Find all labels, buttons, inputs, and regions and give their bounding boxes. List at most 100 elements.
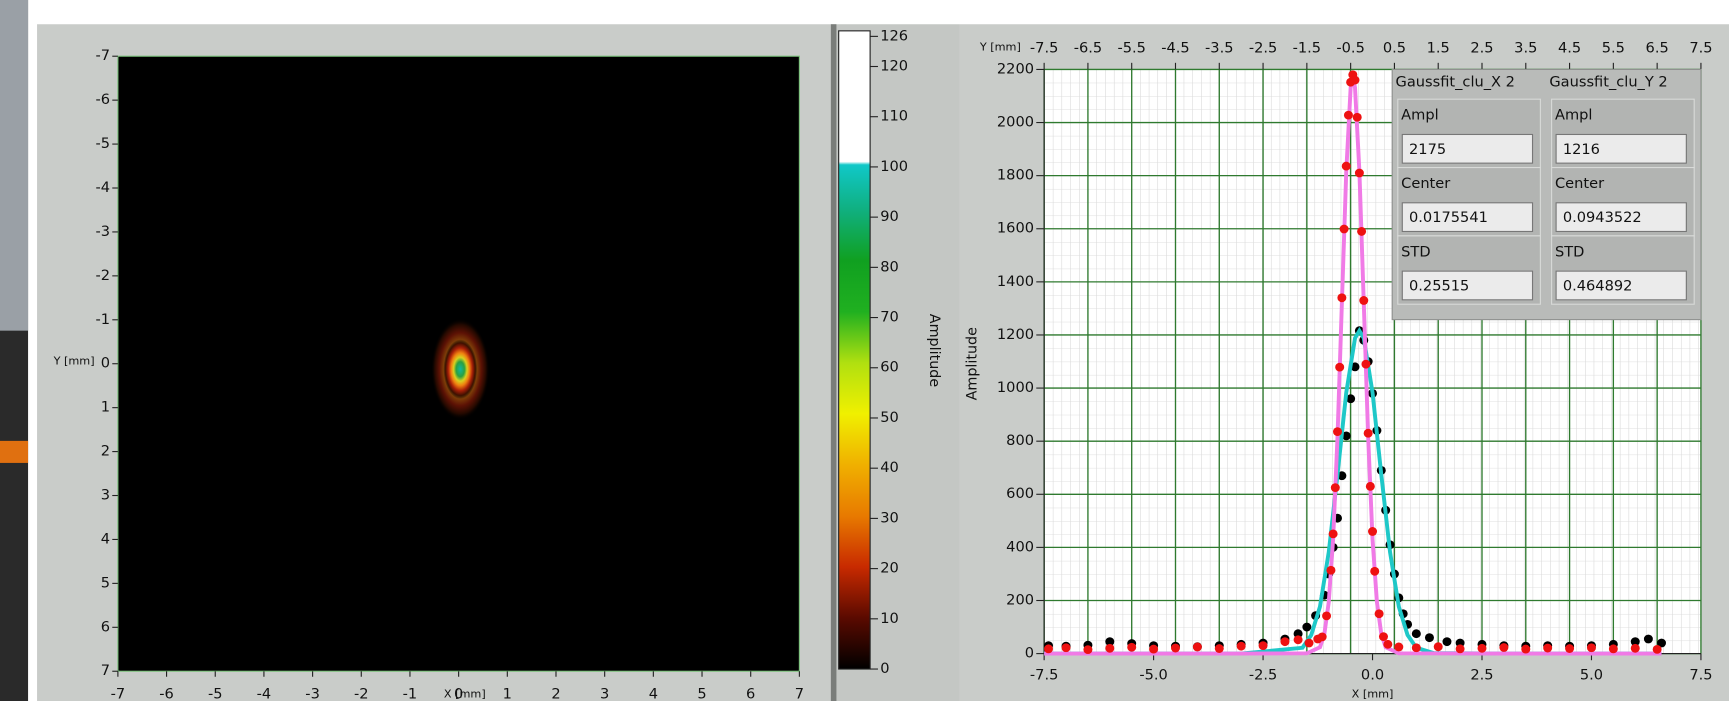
y-tick-label: 2 (101, 444, 110, 460)
colorbar-tick-label: 126 (880, 28, 908, 44)
y-axis-label: Amplitude (964, 327, 980, 400)
data-point (1353, 113, 1362, 122)
colorbar-tick-label: 60 (880, 360, 899, 376)
data-point (1412, 629, 1421, 638)
data-point (1340, 225, 1349, 234)
data-point (1521, 645, 1530, 654)
colorbar-tick-label: 70 (880, 310, 899, 326)
data-point (1331, 483, 1340, 492)
x2-tick-label: 2.5 (1470, 41, 1493, 57)
x2-tick-label: -3.5 (1205, 41, 1233, 57)
colorbar-tick-label: 30 (880, 510, 899, 526)
field-value: 0.464892 (1563, 279, 1633, 295)
data-point (1215, 644, 1224, 653)
data-point (1368, 527, 1377, 536)
x-tick-label: -2 (354, 686, 369, 701)
y-tick-label: 1 (101, 400, 110, 416)
y-tick-label: 200 (1006, 593, 1034, 609)
y-tick-label: 5 (101, 575, 110, 591)
data-point (1062, 643, 1071, 652)
data-point (1375, 609, 1384, 618)
data-point (1499, 643, 1508, 652)
y-tick-label: 0 (1025, 646, 1034, 662)
x-tick-label: 4 (649, 686, 658, 701)
data-point (1412, 643, 1421, 652)
x-tick-label: 7 (795, 686, 804, 701)
x2-tick-label: -2.5 (1249, 41, 1277, 57)
y-tick-label: -4 (95, 180, 110, 196)
x2-tick-label: -1.5 (1293, 41, 1321, 57)
data-point (1644, 635, 1653, 644)
y-tick-label: -1 (95, 312, 110, 328)
data-point (1083, 645, 1092, 654)
data-point (1237, 642, 1246, 651)
colorbar (839, 31, 870, 669)
data-point (1302, 623, 1311, 632)
y-tick-label: -2 (95, 268, 110, 284)
colorbar-tick-label: 90 (880, 209, 899, 225)
data-point (1305, 639, 1314, 648)
colorbar-tick-label: 40 (880, 460, 899, 476)
y-tick-label: 600 (1006, 486, 1034, 502)
data-point (1434, 642, 1443, 651)
data-point (1044, 644, 1053, 653)
x2-tick-label: 5.5 (1602, 41, 1625, 57)
data-point (1379, 632, 1388, 641)
data-point (1359, 296, 1368, 305)
data-point (1322, 611, 1331, 620)
x-tick-label: 5 (697, 686, 706, 701)
x2-tick-label: 6.5 (1646, 41, 1669, 57)
side-accent (0, 441, 28, 463)
colorbar-tick-label: 0 (880, 661, 889, 677)
x-tick-label: 2 (551, 686, 560, 701)
x2-tick-label: 3.5 (1514, 41, 1537, 57)
data-point (1342, 162, 1351, 171)
data-point (1294, 635, 1303, 644)
y-tick-label: 2000 (997, 115, 1034, 131)
y-tick-label: 400 (1006, 539, 1034, 555)
y-tick-label: -7 (95, 48, 110, 64)
y-tick-label: -3 (95, 224, 110, 240)
x-tick-label: -7 (111, 686, 126, 701)
data-point (1318, 632, 1327, 641)
x-tick-label: -5.0 (1139, 668, 1167, 684)
x2-tick-label: 1.5 (1427, 41, 1450, 57)
field-label: Ampl (1555, 108, 1592, 124)
data-point (1326, 566, 1335, 575)
colorbar-label: Amplitude (926, 314, 942, 387)
data-point (1361, 360, 1370, 369)
x-tick-label: 0.0 (1361, 668, 1384, 684)
y-tick-label: -5 (95, 136, 110, 152)
data-point (1366, 482, 1375, 491)
data-point (1609, 644, 1618, 653)
x-tick-label: 6 (746, 686, 755, 701)
x-tick-label: -4 (257, 686, 272, 701)
data-point (1193, 643, 1202, 652)
x2-tick-label: -4.5 (1161, 41, 1189, 57)
colorbar-tick-label: 10 (880, 611, 899, 627)
field-label: STD (1555, 244, 1584, 260)
field-label: Center (1555, 176, 1604, 192)
y-tick-label: 800 (1006, 433, 1034, 449)
y-tick-label: -6 (95, 92, 110, 108)
y-axis-label: Y [mm] (53, 355, 95, 368)
fit-title: Gaussfit_clu_X 2 (1396, 75, 1515, 91)
x-axis-label: X [mm] (444, 687, 486, 700)
colorbar-tick-label: 20 (880, 561, 899, 577)
x-tick-label: 2.5 (1470, 668, 1493, 684)
data-point (1370, 567, 1379, 576)
x-tick-label: -2.5 (1249, 668, 1277, 684)
x2-tick-label: -7.5 (1030, 41, 1058, 57)
data-point (1425, 633, 1434, 642)
x-tick-label: -5 (208, 686, 223, 701)
field-label: Ampl (1401, 108, 1438, 124)
x2-tick-label: -6.5 (1074, 41, 1102, 57)
data-point (1329, 529, 1338, 538)
x2-tick-label: -5.5 (1117, 41, 1145, 57)
page: -7-6-5-4-3-2-101234567-7-6-5-4-3-2-10123… (0, 0, 1729, 701)
data-point (1394, 643, 1403, 652)
data-point (1357, 227, 1366, 236)
data-point (1127, 643, 1136, 652)
x2-tick-label: 7.5 (1689, 41, 1712, 57)
field-label: STD (1401, 244, 1430, 260)
